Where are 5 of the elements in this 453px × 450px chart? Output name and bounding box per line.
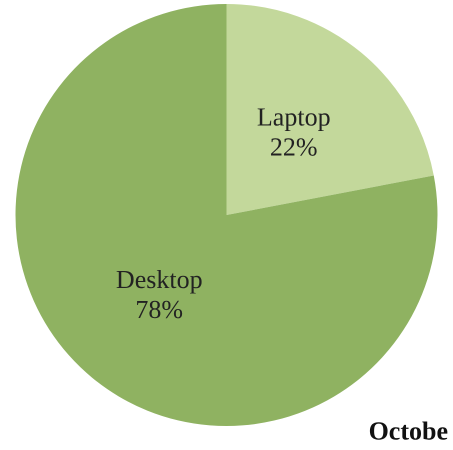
text: Octobe — [368, 416, 448, 446]
slice-label: Desktop — [116, 265, 203, 294]
data-label: 78% — [135, 295, 184, 324]
data-label: 22% — [270, 132, 318, 162]
slice-label: Laptop — [256, 102, 331, 132]
